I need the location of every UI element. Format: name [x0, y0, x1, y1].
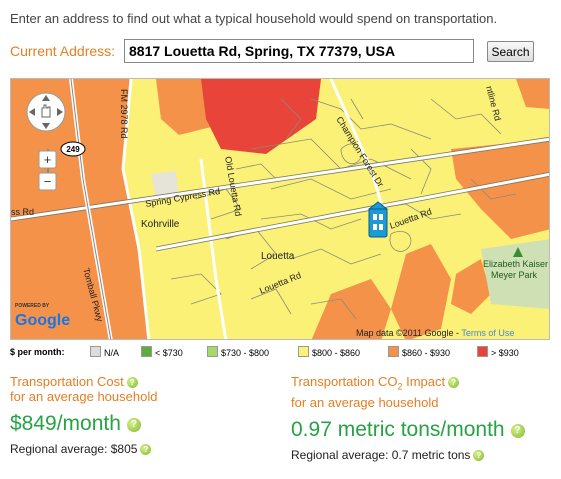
legend-item-lt730: < $730	[141, 346, 183, 358]
co2-impact-panel: Transportation CO2 Impact? for an averag…	[291, 374, 525, 462]
major-roads	[11, 79, 549, 339]
pan-left-icon	[29, 108, 35, 116]
hwy-249-shield: 249	[60, 141, 86, 157]
label-park-line1: Elizabeth Kaiser	[483, 259, 548, 269]
region-na	[151, 171, 179, 199]
legend-label: $800 - $860	[312, 348, 361, 358]
cost-regional: Regional average: $805?	[10, 442, 157, 456]
legend-label: < $730	[155, 348, 183, 358]
legend-item-730-800: $730 - $800	[207, 346, 269, 358]
region-ne-orange	[516, 79, 549, 109]
co2-label: Transportation CO2 Impact?	[291, 374, 525, 395]
location-marker-icon[interactable]	[367, 201, 389, 238]
help-icon[interactable]: ?	[126, 418, 141, 432]
svg-text:POWERED BY: POWERED BY	[15, 303, 50, 309]
help-icon[interactable]: ?	[140, 444, 152, 455]
hand-icon	[41, 104, 51, 118]
region-east-orange	[451, 139, 549, 239]
svg-text:249: 249	[66, 145, 80, 154]
help-icon[interactable]: ?	[473, 449, 485, 461]
label-fm2978: FM 2978 Rd	[119, 89, 129, 139]
help-icon[interactable]: ?	[126, 377, 138, 388]
address-label: Current Address:	[10, 43, 116, 59]
legend-swatch	[388, 346, 399, 357]
legend-item-800-860: $800 - $860	[298, 346, 360, 358]
legend-item-gt930: > $930	[477, 346, 519, 358]
pan-down-icon	[42, 123, 50, 129]
legend-item-860-930: $860 - $930	[388, 346, 450, 358]
pan-up-icon	[42, 95, 50, 101]
park-tree-icon	[513, 247, 523, 257]
legend-swatch	[298, 346, 309, 357]
legend-label: $860 - $930	[402, 348, 451, 358]
highway-249-line	[70, 79, 112, 339]
legend-swatch	[207, 346, 218, 357]
terms-of-use-link[interactable]: Terms of Use	[461, 328, 514, 338]
transportation-cost-map[interactable]: FM 2978 Rd ss Rd Spring Cypress Rd Kohrv…	[10, 78, 550, 340]
legend-swatch	[90, 346, 101, 357]
legend-swatch	[141, 346, 152, 357]
co2-value: 0.97 metric tons/month?	[291, 418, 525, 442]
svg-text:+: +	[44, 152, 52, 167]
svg-text:Google: Google	[15, 312, 70, 329]
region-north-red	[201, 79, 321, 154]
legend-label: $730 - $800	[221, 348, 270, 358]
zoom-in-button[interactable]: +	[38, 150, 57, 169]
label-park-line2: Meyer Park	[491, 270, 538, 280]
zoom-control: + −	[38, 149, 57, 191]
region-north-orange	[156, 79, 216, 135]
road-outlines	[11, 136, 549, 252]
transportation-cost-panel: Transportation Cost? for an average hous…	[10, 374, 157, 456]
label-cypress-rd: ss Rd	[11, 207, 34, 217]
map-attribution: Map data ©2011 Google - Terms of Use	[356, 328, 514, 338]
legend-label: > $930	[491, 348, 519, 358]
region-south-orange	[311, 279, 391, 339]
co2-regional: Regional average: 0.7 metric tons?	[291, 448, 525, 462]
zoom-out-button[interactable]: −	[38, 172, 57, 191]
region-east-orange-2	[451, 259, 491, 314]
svg-text:−: −	[44, 174, 52, 189]
legend-swatch	[477, 346, 488, 357]
label-louetta: Louetta	[261, 251, 295, 262]
label-kohrville: Kohrville	[141, 219, 180, 230]
region-park	[481, 239, 549, 309]
help-icon[interactable]: ?	[448, 377, 460, 388]
cost-value: $849/month?	[10, 412, 157, 436]
pan-right-icon	[57, 108, 63, 116]
pan-control[interactable]	[26, 92, 66, 132]
intro-text: Enter an address to find out what a typi…	[10, 11, 498, 26]
search-button[interactable]: Search	[487, 41, 534, 62]
legend-title: $ per month:	[10, 347, 65, 357]
svg-text:Map data ©2011 Google - Terms: Map data ©2011 Google - Terms of Use	[356, 328, 514, 338]
legend-item-na: N/A	[90, 346, 119, 358]
address-input[interactable]	[124, 39, 474, 63]
help-icon[interactable]: ?	[510, 423, 525, 438]
cost-label: Transportation Cost?	[10, 374, 157, 389]
google-logo: POWERED BY Google	[15, 303, 70, 329]
co2-label-sub: for an average household	[291, 394, 439, 410]
region-southeast-orange	[391, 244, 451, 339]
legend-label: N/A	[104, 348, 120, 358]
cost-label-sub: for an average household	[10, 389, 158, 404]
